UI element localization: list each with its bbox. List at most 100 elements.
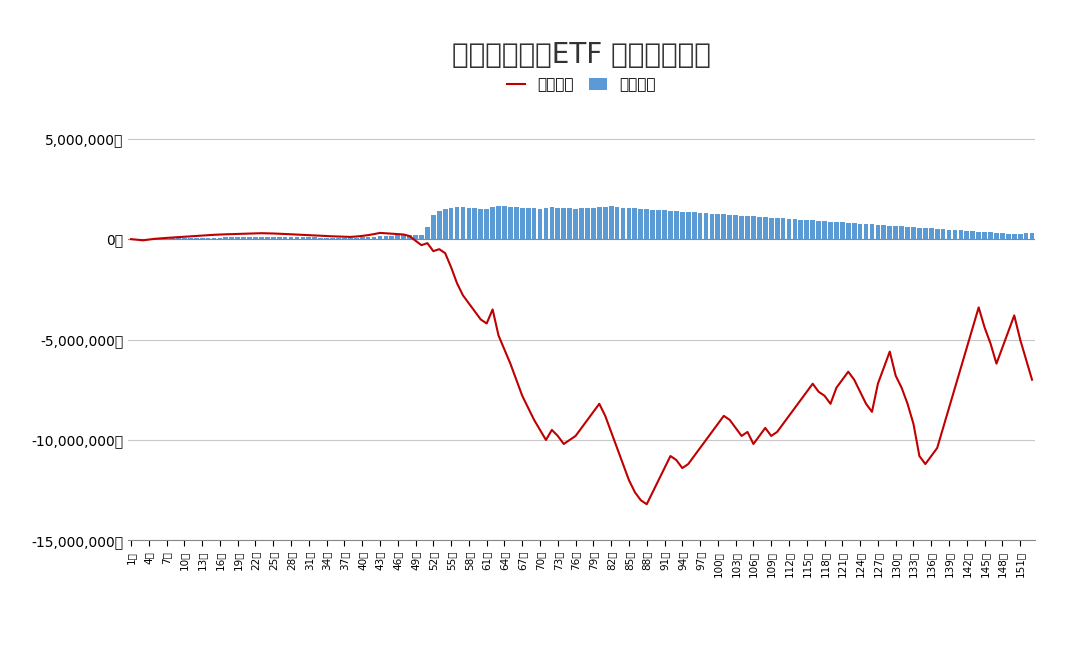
評価損益 — [373, 229, 386, 237]
評価損益 — [1025, 376, 1038, 384]
Bar — [728, 215, 732, 239]
Bar — [721, 214, 727, 239]
評価損益 — [996, 343, 1008, 351]
Bar — [965, 231, 969, 239]
Bar — [846, 223, 850, 239]
Bar — [455, 207, 460, 239]
Bar — [543, 208, 548, 239]
Bar — [396, 235, 400, 239]
評価損益 — [883, 348, 896, 356]
Bar — [206, 238, 210, 239]
Bar — [716, 214, 720, 239]
Bar — [946, 230, 952, 239]
Bar — [568, 208, 572, 239]
Bar — [663, 210, 667, 239]
Bar — [253, 237, 258, 239]
Bar — [276, 237, 282, 239]
Bar — [389, 235, 394, 239]
Bar — [443, 209, 447, 239]
Bar — [691, 212, 697, 239]
Bar — [621, 208, 625, 239]
Bar — [431, 215, 435, 239]
Bar — [870, 225, 874, 239]
Bar — [615, 207, 620, 239]
Bar — [674, 211, 679, 239]
Bar — [941, 229, 945, 239]
Bar — [283, 237, 287, 239]
Bar — [757, 217, 762, 239]
Bar — [188, 238, 193, 239]
Bar — [336, 238, 340, 239]
Bar — [591, 208, 595, 239]
Bar — [970, 231, 975, 239]
Bar — [301, 237, 305, 239]
Bar — [905, 227, 910, 239]
Legend: 評価損益, 実現損益: 評価損益, 実現損益 — [500, 71, 663, 99]
評価損益 — [184, 233, 196, 241]
Bar — [579, 208, 584, 239]
Bar — [436, 211, 442, 239]
Bar — [1018, 234, 1022, 239]
Bar — [633, 208, 637, 239]
Bar — [834, 222, 839, 239]
Bar — [775, 218, 780, 239]
Bar — [265, 237, 270, 239]
Bar — [401, 235, 407, 239]
Bar — [816, 221, 821, 239]
Bar — [923, 228, 927, 239]
Bar — [686, 212, 690, 239]
Bar — [983, 232, 987, 239]
Bar — [306, 237, 312, 239]
Bar — [200, 238, 205, 239]
Bar — [223, 237, 228, 239]
Bar — [294, 237, 300, 239]
Bar — [526, 208, 530, 239]
Bar — [490, 207, 495, 239]
Bar — [863, 224, 869, 239]
Bar — [751, 216, 755, 239]
Bar — [1012, 234, 1017, 239]
Bar — [573, 209, 578, 239]
Bar — [241, 237, 246, 239]
評価損益 — [528, 416, 541, 424]
Bar — [236, 237, 240, 239]
Bar — [698, 213, 702, 239]
Bar — [769, 217, 774, 239]
Bar — [248, 237, 252, 239]
Bar — [371, 237, 377, 239]
Bar — [840, 223, 845, 239]
Bar — [194, 238, 198, 239]
Bar — [271, 237, 275, 239]
Bar — [988, 233, 993, 239]
Bar — [650, 210, 655, 239]
Bar — [893, 226, 898, 239]
Bar — [798, 219, 803, 239]
Bar — [656, 210, 660, 239]
Bar — [917, 227, 922, 239]
Bar — [259, 237, 264, 239]
評価損益 — [125, 235, 138, 243]
Bar — [508, 207, 513, 239]
Bar — [851, 223, 857, 239]
Bar — [425, 227, 430, 239]
Bar — [739, 215, 744, 239]
Line: 評価損益: 評価損益 — [131, 233, 1032, 504]
Bar — [466, 208, 472, 239]
Bar — [935, 229, 940, 239]
Bar — [318, 237, 323, 239]
Bar — [603, 207, 607, 239]
Bar — [366, 237, 370, 239]
Bar — [1000, 233, 1005, 239]
Bar — [668, 211, 673, 239]
Bar — [994, 233, 999, 239]
Bar — [793, 219, 797, 239]
評価損益 — [770, 428, 783, 436]
Bar — [828, 221, 833, 239]
Bar — [976, 232, 981, 239]
Bar — [289, 237, 293, 239]
Bar — [478, 209, 483, 239]
Bar — [211, 238, 217, 239]
Bar — [330, 238, 335, 239]
Bar — [461, 208, 465, 239]
Bar — [745, 216, 750, 239]
